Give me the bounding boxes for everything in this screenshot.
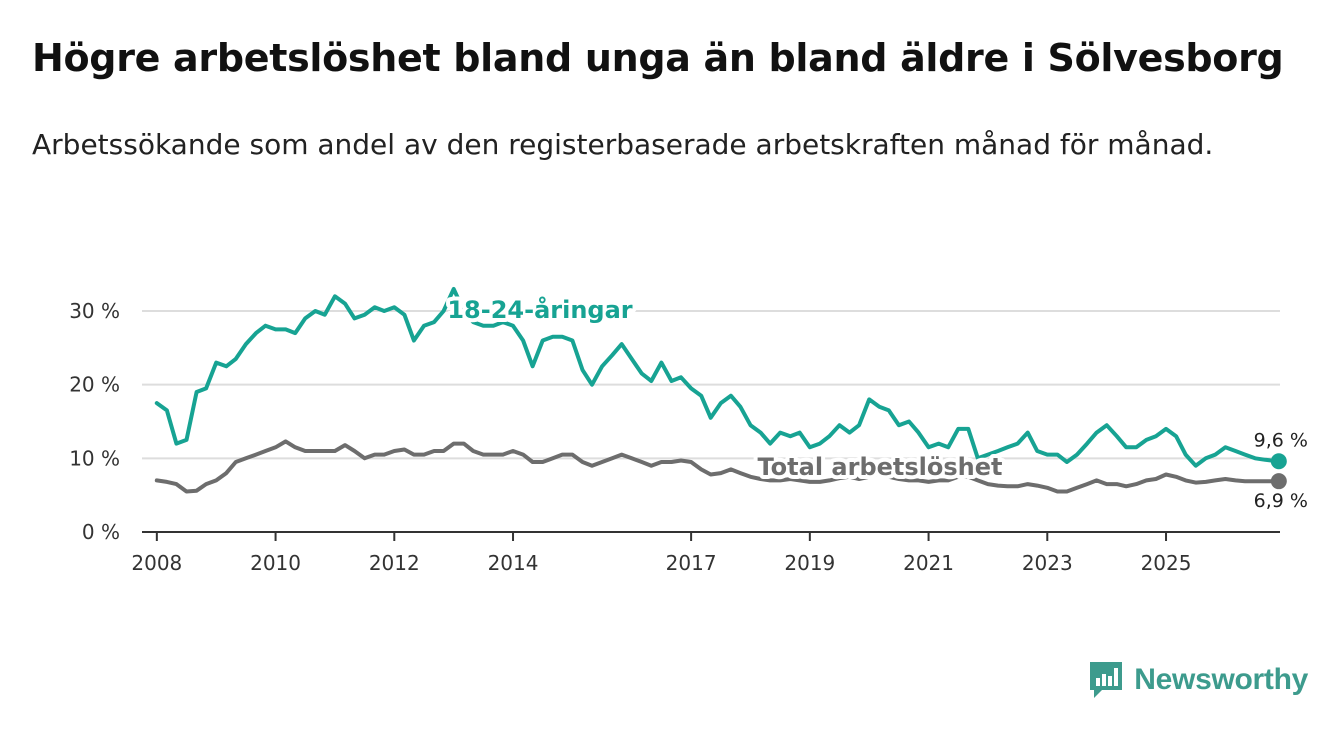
x-tick-label: 2019 (784, 551, 835, 575)
end-label-youth: 9,6 % (1254, 429, 1308, 451)
end-label-total: 6,9 % (1254, 490, 1308, 512)
end-point-total (1270, 473, 1287, 490)
x-tick-label: 2023 (1022, 551, 1073, 575)
chart-title: Högre arbetslöshet bland unga än bland ä… (32, 36, 1284, 80)
x-axis: 2008 2010 2012 2014 2017 2019 2021 2023 2025 (131, 531, 1280, 575)
series-label-youth: 18-24-åringar (447, 295, 632, 324)
x-tick-label: 2012 (369, 551, 420, 575)
series-lines (154, 286, 1281, 494)
x-tick-label: 2010 (250, 551, 301, 575)
newsworthy-bar-chart-icon (1090, 662, 1123, 698)
x-tick-label: 2025 (1141, 551, 1192, 575)
x-tick-label: 2008 (131, 551, 182, 575)
end-point-youth (1270, 453, 1287, 470)
logo-text: Newsworthy (1134, 663, 1308, 696)
series-line-youth (154, 286, 1281, 468)
y-tick-label: 30 % (69, 299, 120, 323)
y-tick-label: 0 % (82, 520, 120, 544)
series-labels: 18-24-åringar Total arbetslöshet (443, 291, 1006, 485)
chart-subtitle: Arbetssökande som andel av den registerb… (32, 128, 1214, 161)
y-tick-labels: 0 % 10 % 20 % 30 % (69, 299, 120, 544)
newsworthy-logo: Newsworthy (1088, 660, 1308, 700)
y-tick-label: 10 % (69, 446, 120, 470)
x-tick-label: 2021 (903, 551, 954, 575)
gridlines (142, 310, 1280, 460)
series-line-total (154, 439, 1281, 494)
y-tick-label: 20 % (69, 373, 120, 397)
x-tick-label: 2017 (666, 551, 717, 575)
series-label-total: Total arbetslöshet (757, 453, 1002, 481)
end-markers: 9,6 % 6,9 % (1251, 427, 1310, 515)
x-tick-label: 2014 (488, 551, 539, 575)
